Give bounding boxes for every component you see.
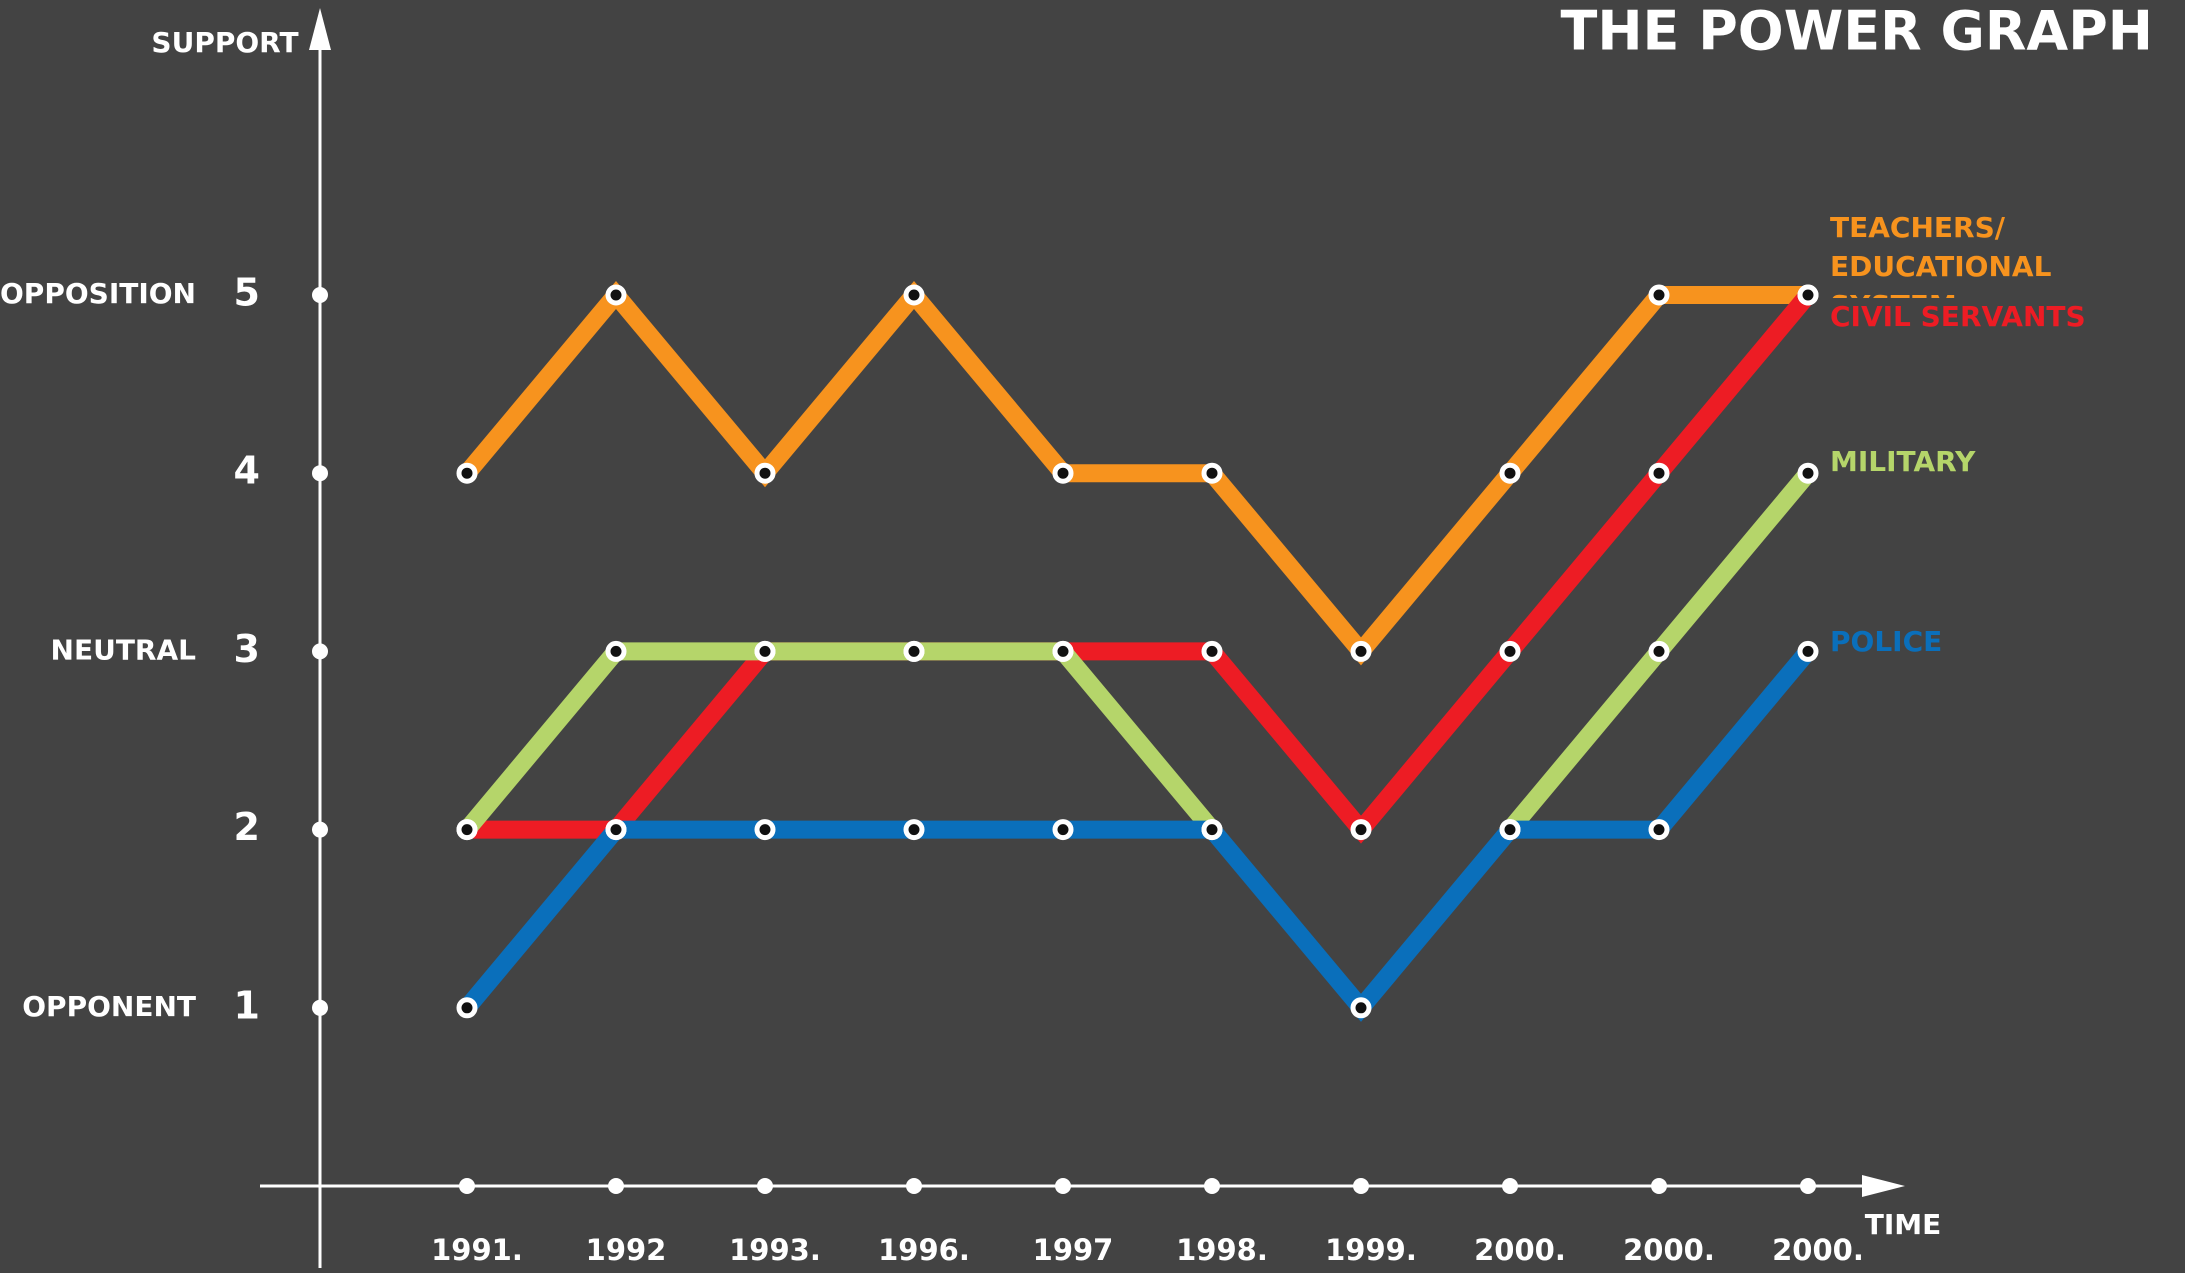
x-tick-dot — [459, 1178, 475, 1194]
data-point — [1648, 284, 1670, 306]
legend-entry: CIVIL SERVANTS — [1830, 300, 2086, 333]
data-point — [1648, 462, 1670, 484]
data-point — [754, 462, 776, 484]
legend-entry: TEACHERS/ EDUCATIONAL SYSTEM — [1830, 211, 2052, 298]
data-point — [903, 284, 925, 306]
chart-title: THE POWER GRAPH — [1561, 0, 2154, 63]
data-point — [1797, 284, 1819, 306]
data-point — [754, 819, 776, 841]
data-point — [1350, 819, 1372, 841]
y-tick-dot — [312, 465, 328, 482]
data-point — [605, 640, 627, 662]
x-tick-dot — [1055, 1178, 1071, 1194]
x-axis-label: TIME — [1865, 1208, 1942, 1241]
data-point — [1350, 997, 1372, 1019]
data-point — [1499, 640, 1521, 662]
x-tick-label: 2000. — [1623, 1233, 1715, 1267]
series-line — [460, 645, 1815, 1022]
data-point — [903, 640, 925, 662]
data-point — [1648, 819, 1670, 841]
x-tick-dot — [906, 1178, 922, 1194]
y-tick-dot — [312, 999, 328, 1016]
y-level-name: NEUTRAL — [51, 633, 197, 666]
data-point — [1350, 640, 1372, 662]
data-point — [903, 819, 925, 841]
data-point — [1499, 819, 1521, 841]
x-tick-label: 1993. — [729, 1233, 821, 1267]
data-point — [1797, 462, 1819, 484]
series-line — [467, 289, 1815, 844]
y-tick-label: 4 — [234, 449, 260, 493]
y-tick-label: 3 — [234, 627, 260, 671]
legend-entry: MILITARY — [1830, 445, 1976, 478]
y-tick-dot — [312, 287, 328, 303]
legend-entry-box: CIVIL SERVANTS — [1830, 300, 2086, 333]
data-point — [605, 284, 627, 306]
y-level-name: OPPOSITION — [0, 277, 196, 310]
data-point — [605, 819, 627, 841]
data-point — [1052, 819, 1074, 841]
data-point — [456, 819, 478, 841]
x-tick-dot — [1204, 1178, 1220, 1194]
x-tick-label: 1992 — [586, 1233, 667, 1267]
x-tick-label: 1997 — [1033, 1233, 1114, 1267]
data-point — [1201, 640, 1223, 662]
x-tick-dot — [1800, 1178, 1816, 1194]
legend-entry-box: POLICE — [1830, 625, 1943, 658]
data-point — [456, 462, 478, 484]
data-point — [456, 997, 478, 1019]
legend-entry-box: TEACHERS/ EDUCATIONAL SYSTEM — [1830, 211, 2052, 298]
data-point — [1648, 640, 1670, 662]
data-point — [1499, 462, 1521, 484]
y-tick-label: 2 — [234, 805, 260, 849]
data-point — [1201, 462, 1223, 484]
x-tick-label: 2000. — [1474, 1233, 1566, 1267]
x-tick-label: 1998. — [1176, 1233, 1268, 1267]
y-axis-arrow — [309, 8, 331, 50]
data-point — [1052, 462, 1074, 484]
x-tick-label: 1991. — [431, 1233, 523, 1267]
y-tick-label: 1 — [234, 983, 260, 1027]
y-tick-dot — [312, 821, 328, 838]
x-tick-dot — [1353, 1178, 1369, 1194]
x-tick-label: 1996. — [878, 1233, 970, 1267]
x-tick-dot — [1651, 1178, 1667, 1194]
x-tick-label: 1999. — [1325, 1233, 1417, 1267]
data-point — [1797, 640, 1819, 662]
x-tick-label: 2000. — [1772, 1233, 1864, 1267]
y-level-name: OPPONENT — [22, 990, 196, 1023]
data-point — [1201, 819, 1223, 841]
data-point — [754, 640, 776, 662]
x-tick-dot — [608, 1178, 624, 1194]
y-tick-dot — [312, 643, 328, 660]
x-tick-dot — [1502, 1178, 1518, 1194]
legend-entry: POLICE — [1830, 625, 1943, 658]
data-point — [1052, 640, 1074, 662]
legend-entry-box: MILITARY — [1830, 445, 1976, 478]
y-axis-label: SUPPORT — [151, 26, 298, 59]
x-tick-dot — [757, 1178, 773, 1194]
y-tick-label: 5 — [234, 271, 260, 315]
series-line — [460, 280, 1808, 666]
x-axis-arrow — [1862, 1175, 1905, 1197]
